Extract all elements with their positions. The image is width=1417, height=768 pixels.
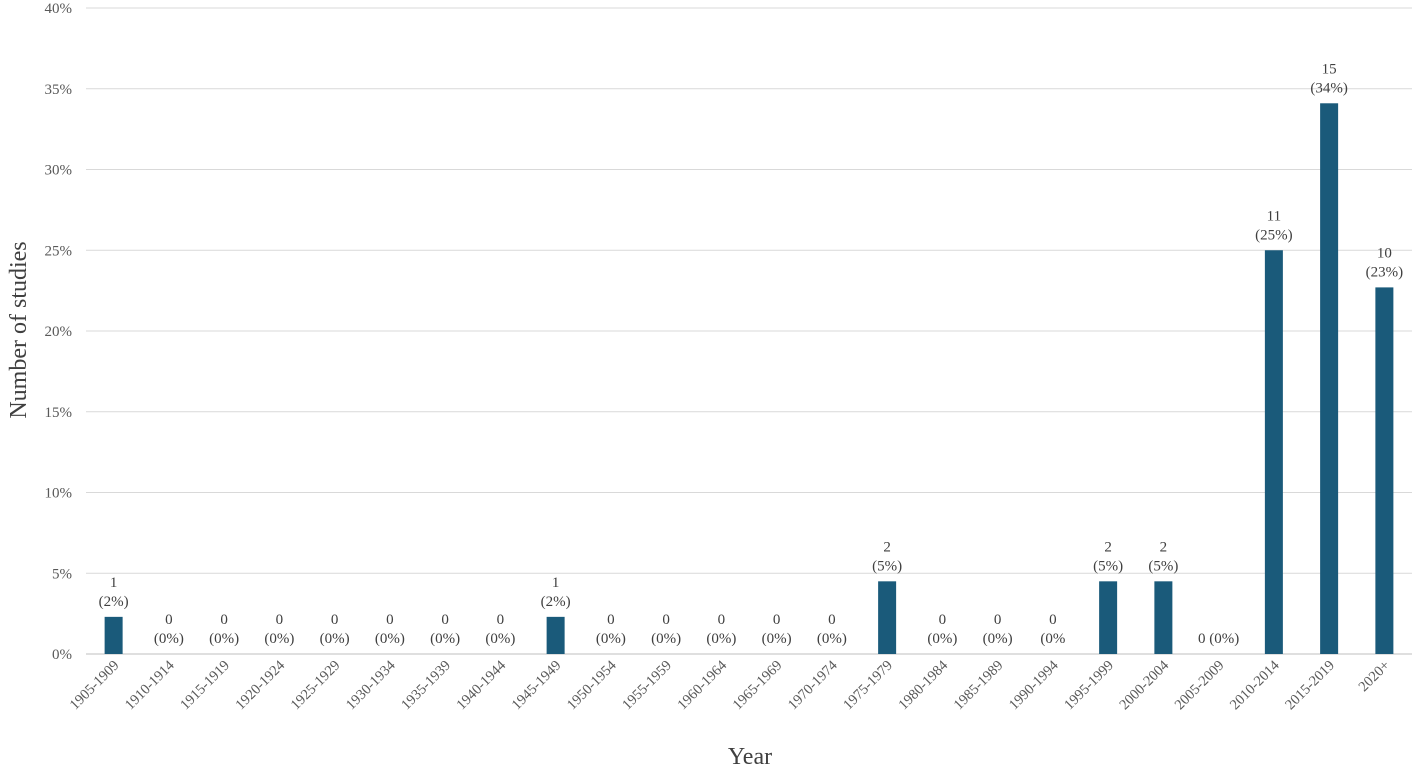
- data-label-percent: (0%): [320, 631, 350, 647]
- x-tick-label: 1930-1934: [343, 657, 399, 713]
- data-label-percent: (2%): [99, 594, 129, 610]
- bars: [104, 103, 1394, 654]
- y-tick-label: 0%: [52, 647, 72, 663]
- x-tick-label: 1920-1924: [232, 657, 288, 713]
- data-label-count: 0: [331, 612, 339, 628]
- x-axis-ticks: 1905-1909 1910-1914 1915-1919 1920-1924 1925…: [67, 657, 1394, 713]
- y-axis-title: Number of studies: [6, 241, 32, 418]
- data-label-percent: (5%): [1093, 558, 1123, 574]
- data-label-percent: (2%): [541, 594, 571, 610]
- data-label-percent: (0%): [485, 631, 515, 647]
- x-tick-label: 1910-1914: [122, 657, 178, 713]
- x-tick-label: 1975-1979: [840, 658, 896, 714]
- x-tick-label: 1935-1939: [398, 658, 454, 714]
- bar: [104, 616, 123, 654]
- data-label-percent: (0%): [209, 631, 239, 647]
- data-label-count: 0: [165, 612, 173, 628]
- data-label-percent: (0%): [651, 631, 681, 647]
- data-label-count: 0 (0%): [1198, 631, 1239, 647]
- x-tick-label: 2015-2019: [1282, 658, 1338, 714]
- data-label-count: 0: [994, 612, 1002, 628]
- data-label-percent: (5%): [1148, 558, 1178, 574]
- data-label-percent: (0%): [817, 631, 847, 647]
- y-tick-label: 10%: [45, 486, 73, 502]
- data-label-count: 1: [552, 575, 560, 591]
- data-label-percent: (25%): [1255, 227, 1293, 243]
- bar: [1154, 581, 1173, 654]
- y-tick-label: 25%: [45, 243, 73, 259]
- y-tick-label: 5%: [52, 566, 72, 582]
- data-label-percent: (23%): [1366, 264, 1404, 280]
- data-label-count: 15: [1322, 61, 1337, 77]
- x-tick-label: 1940-1944: [453, 657, 509, 713]
- bar: [1320, 103, 1339, 654]
- gridlines: [86, 7, 1412, 655]
- data-label-count: 0: [828, 612, 836, 628]
- x-tick-label: 1985-1989: [951, 658, 1007, 714]
- data-label-percent: (0%: [1040, 631, 1065, 647]
- data-label-percent: (0%): [596, 631, 626, 647]
- x-tick-label: 2005-2009: [1172, 658, 1228, 714]
- data-label-count: 2: [1160, 539, 1168, 555]
- x-tick-label: 1960-1964: [674, 657, 730, 713]
- data-label-count: 0: [1049, 612, 1057, 628]
- data-label-count: 0: [220, 612, 228, 628]
- data-label-percent: (0%): [430, 631, 460, 647]
- data-label-count: 0: [773, 612, 781, 628]
- data-label-count: 0: [276, 612, 284, 628]
- data-label-percent: (0%): [762, 631, 792, 647]
- x-tick-label: 1950-1954: [564, 657, 620, 713]
- data-label-count: 10: [1377, 245, 1392, 261]
- data-label-percent: (0%): [264, 631, 294, 647]
- y-tick-label: 30%: [45, 163, 73, 179]
- data-label-percent: (0%): [375, 631, 405, 647]
- bar: [1375, 287, 1394, 654]
- data-label-count: 11: [1267, 208, 1281, 224]
- data-label-count: 0: [497, 612, 505, 628]
- data-label-count: 0: [939, 612, 947, 628]
- data-labels: (2%) 1 (0%) 0 (0%) 0 (0%) 0 (0%) 0 (0%) 0 (0%) 0 (0%) 0…: [99, 61, 1404, 647]
- x-tick-label: 2010-2014: [1227, 657, 1283, 713]
- data-label-percent: (5%): [872, 558, 902, 574]
- x-tick-label: 1955-1959: [619, 658, 675, 714]
- bar: [878, 581, 897, 654]
- data-label-count: 0: [607, 612, 615, 628]
- x-tick-label: 1980-1984: [895, 657, 951, 713]
- data-label-count: 0: [662, 612, 670, 628]
- data-label-count: 2: [883, 539, 891, 555]
- data-label-percent: (0%): [706, 631, 736, 647]
- x-tick-label: 1915-1919: [177, 658, 233, 714]
- bar: [1264, 250, 1283, 654]
- x-tick-label: 2020+: [1356, 658, 1394, 696]
- y-tick-label: 20%: [45, 324, 73, 340]
- y-axis-ticks: 0% 5% 10% 15% 20% 25% 30% 35% 40%: [45, 1, 73, 663]
- y-tick-label: 35%: [45, 82, 73, 98]
- bar: [546, 616, 565, 654]
- data-label-count: 0: [718, 612, 726, 628]
- bar: [1099, 581, 1118, 654]
- x-tick-label: 1995-1999: [1061, 658, 1117, 714]
- y-tick-label: 15%: [45, 405, 73, 421]
- data-label-percent: (0%): [927, 631, 957, 647]
- x-tick-label: 1990-1994: [1006, 657, 1062, 713]
- x-tick-label: 1970-1974: [785, 657, 841, 713]
- x-tick-label: 2000-2004: [1116, 657, 1172, 713]
- x-tick-label: 1925-1929: [288, 658, 344, 714]
- data-label-count: 0: [386, 612, 394, 628]
- x-tick-label: 1905-1909: [67, 658, 123, 714]
- x-axis-title: Year: [728, 744, 772, 768]
- data-label-count: 0: [441, 612, 449, 628]
- data-label-percent: (0%): [983, 631, 1013, 647]
- data-label-percent: (34%): [1310, 80, 1348, 96]
- x-tick-label: 1945-1949: [509, 658, 565, 714]
- x-tick-label: 1965-1969: [730, 658, 786, 714]
- data-label-count: 1: [110, 575, 118, 591]
- y-tick-label: 40%: [45, 1, 73, 17]
- data-label-percent: (0%): [154, 631, 184, 647]
- data-label-count: 2: [1104, 539, 1112, 555]
